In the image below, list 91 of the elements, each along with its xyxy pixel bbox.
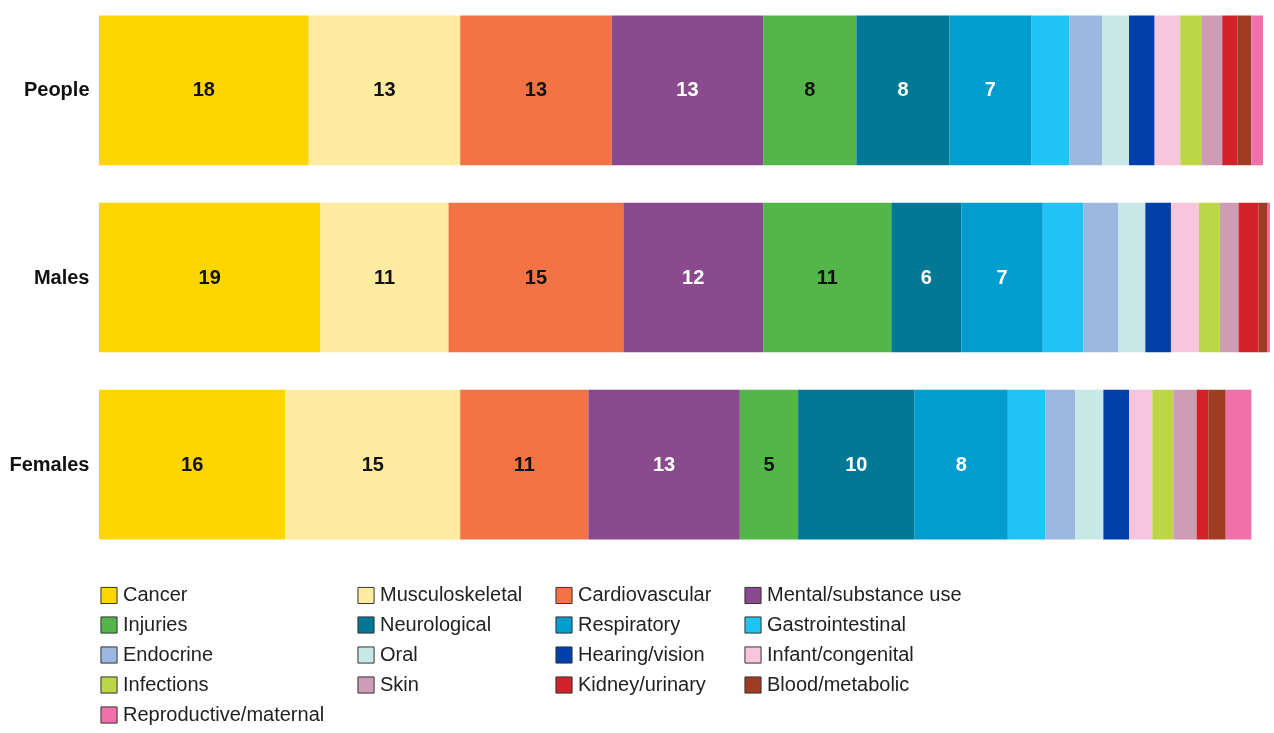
data-label: 7 xyxy=(996,265,1008,288)
bar xyxy=(891,202,962,353)
data-label: 13 xyxy=(652,452,676,475)
data-label: 11 xyxy=(513,452,535,475)
bar xyxy=(308,15,461,166)
legend-label: Kidney/urinary xyxy=(578,673,706,695)
bar xyxy=(1180,15,1202,166)
data-label: 7 xyxy=(984,78,996,101)
bar xyxy=(285,389,461,540)
data-label: 8 xyxy=(804,78,816,101)
y-tick-label: Females xyxy=(9,452,90,475)
bar xyxy=(1083,202,1119,353)
data-label: 13 xyxy=(524,78,548,101)
bar xyxy=(1152,389,1174,540)
data-label: 8 xyxy=(955,452,967,475)
bar xyxy=(1145,202,1171,353)
bar xyxy=(1069,15,1103,166)
bar xyxy=(856,15,950,166)
data-label: 15 xyxy=(524,265,548,288)
bar xyxy=(1031,15,1070,166)
bar xyxy=(1129,15,1155,166)
legend-label: Musculoskeletal xyxy=(380,583,523,606)
bar xyxy=(1258,202,1268,353)
legend-label: Endocrine xyxy=(123,643,214,665)
data-label: 8 xyxy=(897,78,909,101)
data-label: 11 xyxy=(373,265,396,288)
legend-label: Cancer xyxy=(123,583,188,606)
legend-label: Gastrointestinal xyxy=(767,613,906,635)
data-label: 10 xyxy=(845,452,868,475)
legend-label: Respiratory xyxy=(578,613,681,635)
data-label: 18 xyxy=(192,78,215,101)
bar xyxy=(99,389,286,540)
bar xyxy=(1129,389,1153,540)
legend-label: Infant/congenital xyxy=(767,643,914,665)
data-label: 19 xyxy=(198,265,221,288)
bar xyxy=(1173,389,1197,540)
bar xyxy=(1219,202,1239,353)
bar xyxy=(99,202,321,353)
bar xyxy=(320,202,449,353)
bar xyxy=(1045,389,1076,540)
legend-label: Mental/substance use xyxy=(767,583,962,606)
bar xyxy=(1075,389,1104,540)
legend-label: Blood/metabolic xyxy=(767,673,910,695)
legend-label: Reproductive/maternal xyxy=(123,703,325,725)
bar xyxy=(1225,389,1252,540)
data-label: 11 xyxy=(816,265,838,288)
bar xyxy=(1222,15,1238,166)
bar xyxy=(961,202,1043,353)
bar xyxy=(460,15,612,166)
bar xyxy=(460,389,589,540)
bar xyxy=(1237,15,1252,166)
bar xyxy=(1238,202,1259,353)
bar xyxy=(1042,202,1084,353)
bar xyxy=(1118,202,1146,353)
data-label: 13 xyxy=(373,78,396,101)
bar xyxy=(588,389,740,540)
data-label: 6 xyxy=(920,265,932,288)
data-label: 13 xyxy=(676,78,699,101)
bar xyxy=(1154,15,1181,166)
bar xyxy=(1208,389,1226,540)
bar xyxy=(1251,15,1264,166)
bar xyxy=(739,389,799,540)
bar xyxy=(949,15,1032,166)
data-label: 5 xyxy=(763,452,775,475)
legend-label: Neurological xyxy=(380,613,492,635)
bar xyxy=(1103,389,1130,540)
bar xyxy=(1102,15,1130,166)
bar xyxy=(623,202,764,353)
bar xyxy=(99,15,309,166)
bar xyxy=(763,15,857,166)
legend-label: Hearing/vision xyxy=(578,643,705,665)
bar xyxy=(1198,202,1220,353)
data-label: 12 xyxy=(682,265,705,288)
y-tick-label: Males xyxy=(33,265,90,288)
bar xyxy=(1201,15,1223,166)
legend-label: Oral xyxy=(380,643,418,665)
bar xyxy=(611,15,764,166)
bar xyxy=(1007,389,1046,540)
bar xyxy=(763,202,892,353)
data-label: 15 xyxy=(361,452,384,475)
y-tick-label: People xyxy=(23,78,90,101)
bar xyxy=(798,389,915,540)
bar xyxy=(914,389,1008,540)
bar xyxy=(448,202,624,353)
legend-label: Skin xyxy=(380,673,419,695)
data-label: 16 xyxy=(181,452,204,475)
legend-label: Infections xyxy=(123,673,209,695)
bar xyxy=(1170,202,1199,353)
legend-label: Cardiovascular xyxy=(578,583,712,606)
legend-label: Injuries xyxy=(123,613,188,635)
bar xyxy=(1196,389,1209,540)
